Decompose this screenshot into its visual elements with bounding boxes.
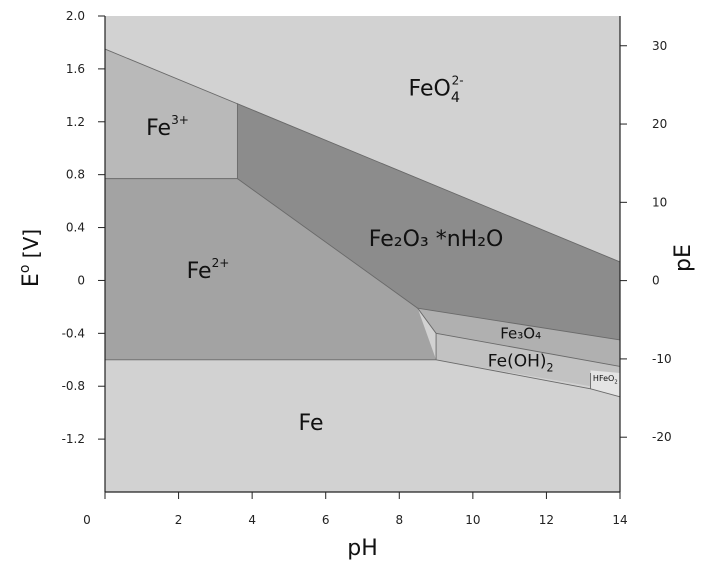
y2-tick-label: 30 [652,39,667,53]
y-tick-label: -0.8 [62,379,85,393]
x-tick-label: 2 [175,513,183,527]
y-tick-label: 0.4 [66,221,85,235]
x-tick-label: 8 [395,513,403,527]
axes: 0 2 4 6 8 10 12 14 2.0 1.6 1.2 0.8 0.4 0 -0.4 -0.8 -1.2 3… [62,9,672,527]
y-axis-left-title-main: E [19,273,44,287]
boundary-line [104,48,621,263]
region-label: FeO42- [409,73,464,106]
y-axis-left-title-unit: [V] [19,229,43,265]
x-tick-label: 10 [465,513,480,527]
boundary-line [417,307,621,341]
y-tick-label: -1.2 [62,432,85,446]
x-tick-label: 4 [248,513,256,527]
region-fe3o4 [417,308,620,367]
y2-tick-label: 0 [652,274,660,288]
region-hfeo2 [590,370,620,397]
x-axis-title: pH [347,536,378,561]
y2-tick-label: -10 [652,352,672,366]
y-tick-label: -0.4 [62,326,85,340]
region-label: Fe(OH)2 [488,351,554,374]
y-tick-label: 1.6 [66,62,85,76]
y-axis-left-title-sup: o [17,265,33,274]
plot-area: Fe3+ FeO42- Fe₂O₃ *nH₂O Fe2+ Fe₃O₄ Fe(OH)2 HFe… [104,16,621,492]
x-tick-label: 12 [539,513,554,527]
regions-layer [105,49,620,397]
boundary-line [435,332,621,367]
region-label: HFeO2 [593,374,618,385]
y-tick-label: 1.2 [66,115,85,129]
region-fe2 [105,178,437,360]
y-tick-label: 2.0 [66,9,85,23]
region-label: Fe₂O₃ *nH₂O [369,227,504,252]
boundary-line [105,359,621,398]
region-fe2o3-nh2o [237,103,620,340]
y-axis-right-title: pE [671,244,696,272]
region-label: Fe3+ [146,113,189,141]
boundaries-layer [104,48,621,398]
region-label: Fe₃O₄ [500,325,541,343]
x-tick-label: 0 [83,513,91,527]
x-tick-label: 6 [322,513,330,527]
y-axis-left-title: Eo [V] [17,229,44,287]
y2-tick-label: 20 [652,117,667,131]
region-fe-oh-2 [436,333,620,387]
region-label: Fe2+ [187,256,230,284]
region-fe3 [105,49,238,179]
y-tick-label: 0.8 [66,168,85,182]
x-tick-label: 14 [612,513,627,527]
region-label: Fe [299,411,324,436]
y2-tick-label: -20 [652,430,672,444]
y-tick-label: 0 [77,273,85,287]
y2-tick-label: 10 [652,195,667,209]
region-labels: Fe3+ FeO42- Fe₂O₃ *nH₂O Fe2+ Fe₃O₄ Fe(OH)2 HFe… [146,73,618,436]
